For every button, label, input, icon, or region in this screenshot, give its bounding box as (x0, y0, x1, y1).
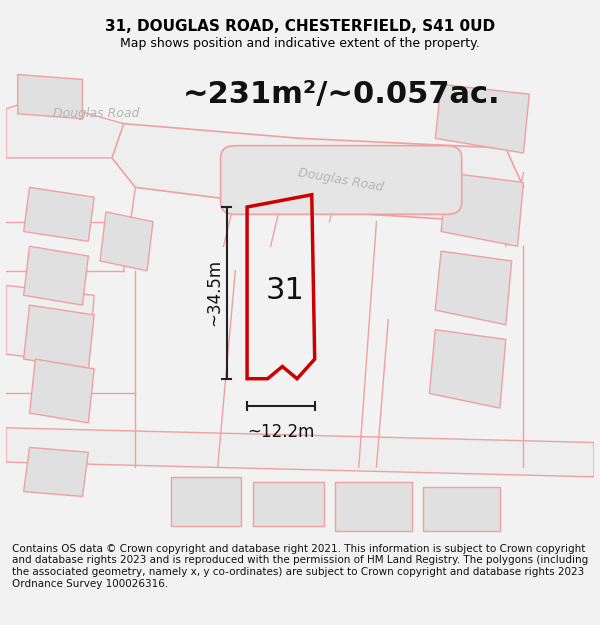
Polygon shape (441, 173, 523, 246)
Polygon shape (335, 482, 412, 531)
Text: Contains OS data © Crown copyright and database right 2021. This information is : Contains OS data © Crown copyright and d… (12, 544, 588, 589)
Polygon shape (6, 286, 94, 364)
Text: 31, DOUGLAS ROAD, CHESTERFIELD, S41 0UD: 31, DOUGLAS ROAD, CHESTERFIELD, S41 0UD (105, 19, 495, 34)
Polygon shape (23, 188, 94, 241)
Polygon shape (18, 74, 82, 119)
Text: Map shows position and indicative extent of the property.: Map shows position and indicative extent… (120, 38, 480, 50)
Text: Douglas Road: Douglas Road (298, 166, 385, 194)
Polygon shape (6, 99, 124, 158)
Polygon shape (170, 477, 241, 526)
Text: ~12.2m: ~12.2m (247, 423, 314, 441)
Polygon shape (253, 482, 323, 526)
Text: ~231m²/~0.057ac.: ~231m²/~0.057ac. (182, 79, 500, 109)
Polygon shape (23, 246, 88, 305)
Polygon shape (29, 359, 94, 423)
Polygon shape (23, 305, 94, 369)
Polygon shape (100, 212, 153, 271)
Polygon shape (435, 84, 529, 153)
Polygon shape (23, 448, 88, 496)
Polygon shape (112, 124, 523, 222)
Text: ~34.5m: ~34.5m (206, 259, 224, 326)
Text: Douglas Road: Douglas Road (53, 107, 139, 120)
Text: 31: 31 (266, 276, 305, 305)
Polygon shape (6, 428, 594, 477)
Polygon shape (424, 487, 500, 531)
Polygon shape (435, 251, 512, 325)
FancyBboxPatch shape (221, 146, 462, 214)
Polygon shape (430, 329, 506, 408)
